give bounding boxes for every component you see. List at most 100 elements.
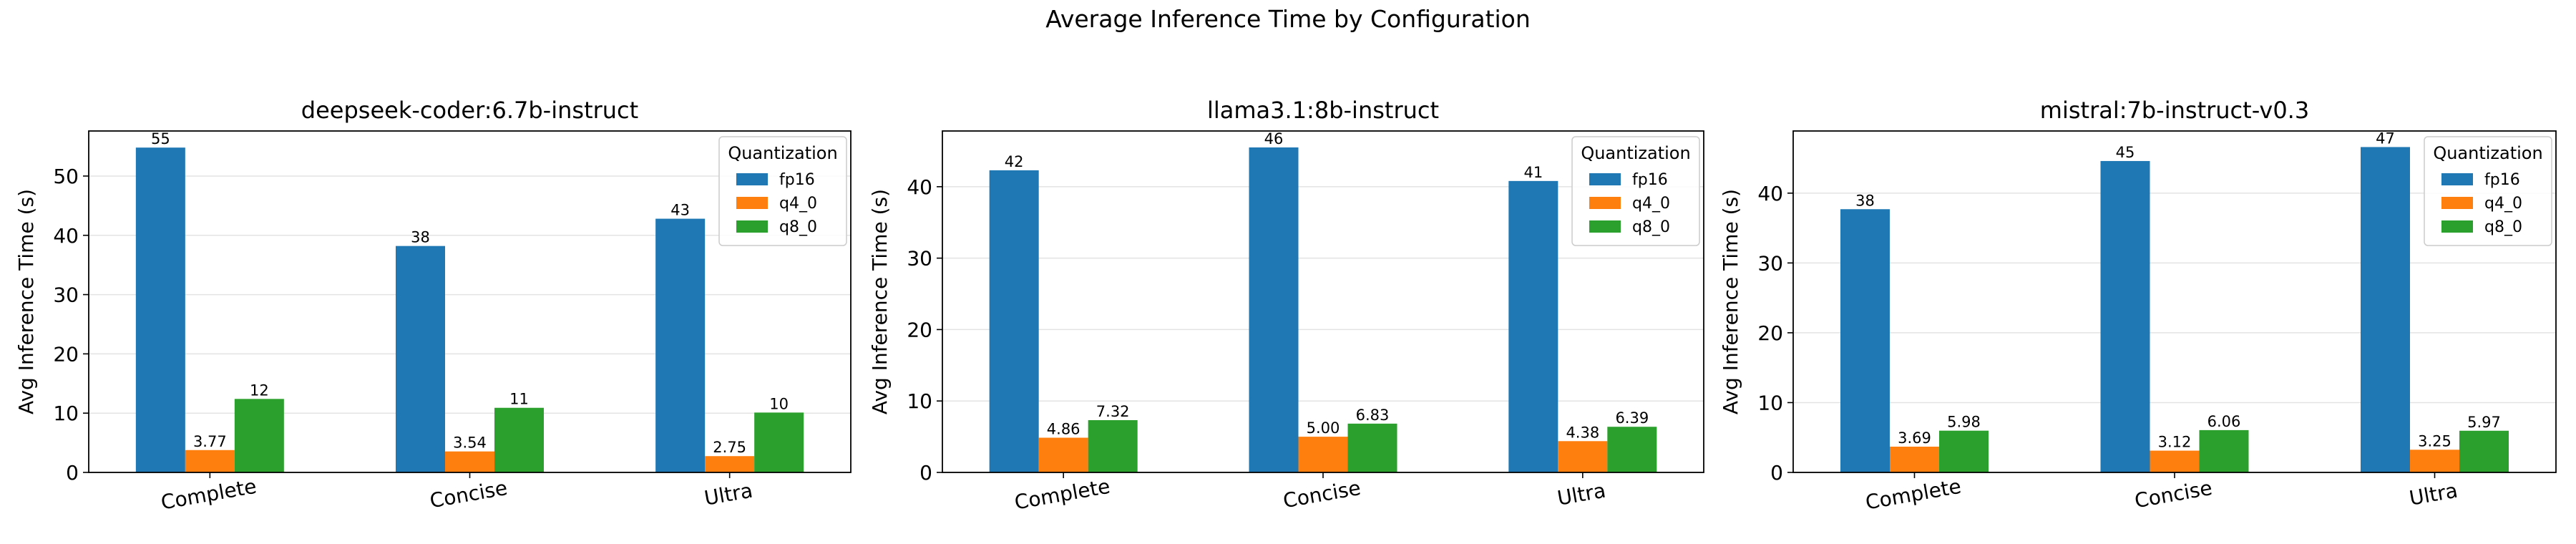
bar-q8_0-concise (2199, 429, 2249, 472)
y-tick-label: 20 (53, 342, 79, 366)
bar-q4_0-concise (2150, 450, 2200, 472)
axes-frame (942, 130, 1704, 473)
bar-fp16-ultra (1508, 180, 1558, 472)
bar-value-label: 6.39 (1615, 409, 1649, 427)
figure-suptitle: Average Inference Time by Configuration (1045, 5, 1531, 33)
legend-box (1571, 136, 1700, 246)
bar-q4_0-ultra (2410, 450, 2460, 472)
bar-fp16-complete (1840, 209, 1890, 472)
bar-value-label: 12 (250, 382, 269, 399)
legend: Quantization fp16 q4_0 q8_0 (2424, 136, 2552, 246)
bar-q4_0-ultra (1558, 441, 1608, 472)
y-axis-label: Avg Inference Time (s) (14, 189, 38, 414)
bar-value-label: 2.75 (713, 439, 746, 456)
chart-panel-2: llama3.1:8b-instruct 0 10 20 30 40 Avg Inferen… (868, 97, 1704, 515)
axes-frame (1792, 130, 2557, 473)
legend-box (718, 136, 847, 246)
bar-q8_0-concise (494, 407, 544, 472)
y-tick-label: 30 (1757, 251, 1783, 275)
legend-swatch-q8_0 (736, 220, 768, 233)
legend-label-q4_0: q4_0 (1632, 195, 1670, 213)
bar-value-label: 5.00 (1307, 419, 1340, 437)
legend-title: Quantization (728, 143, 837, 163)
bar-value-label: 38 (1855, 192, 1875, 209)
bar-value-label: 41 (1523, 164, 1543, 181)
legend-label-fp16: fp16 (779, 171, 815, 189)
chart-title: llama3.1:8b-instruct (1207, 97, 1439, 124)
legend-label-q8_0: q8_0 (2484, 218, 2522, 236)
bar-value-label: 3.12 (2158, 434, 2192, 451)
legend: Quantization fp16 q4_0 q8_0 (718, 136, 847, 246)
y-tick-label: 10 (907, 389, 932, 413)
bar-value-label: 38 (411, 229, 430, 246)
legend-swatch-fp16 (736, 173, 768, 185)
bar-q8_0-ultra (2459, 430, 2509, 472)
bar-value-label: 7.32 (1096, 403, 1130, 420)
bar-q4_0-complete (1889, 447, 1939, 472)
bar-q4_0-concise (1298, 437, 1348, 472)
bar-value-label: 4.38 (1566, 424, 1599, 441)
bar-value-label: 45 (2116, 144, 2135, 161)
y-tick-label: 40 (53, 224, 79, 248)
legend-swatch-fp16 (2441, 173, 2473, 185)
y-tick-label: 0 (919, 461, 932, 485)
bar-value-label: 3.54 (453, 434, 487, 452)
y-axis-label: Avg Inference Time (s) (868, 189, 892, 414)
chart-title: deepseek-coder:6.7b-instruct (301, 97, 638, 124)
y-tick-label: 20 (907, 318, 932, 341)
bar-value-label: 3.69 (1898, 429, 1931, 447)
bar-value-label: 6.06 (2207, 413, 2241, 430)
bar-value-label: 55 (151, 130, 170, 147)
legend-swatch-q8_0 (1589, 220, 1621, 233)
bar-q8_0-ultra (754, 412, 804, 472)
axes-frame (88, 130, 852, 473)
y-tick-label: 10 (1757, 391, 1783, 414)
bar-value-label: 3.77 (193, 433, 227, 450)
bar-value-label: 6.83 (1356, 407, 1390, 424)
bar-value-label: 10 (769, 395, 789, 412)
y-tick-label: 40 (1757, 182, 1783, 205)
legend-swatch-q4_0 (736, 197, 768, 209)
bar-q4_0-concise (445, 451, 494, 472)
bar-value-label: 42 (1005, 153, 1024, 170)
bar-fp16-ultra (655, 218, 706, 472)
y-tick-label: 50 (53, 165, 79, 188)
bar-value-label: 5.97 (2467, 414, 2501, 431)
y-tick-label: 30 (53, 283, 79, 307)
bar-q8_0-complete (1938, 430, 1989, 472)
bar-value-label: 46 (1264, 130, 1284, 147)
legend-label-q4_0: q4_0 (779, 195, 817, 213)
bar-fp16-complete (135, 147, 185, 472)
bar-q8_0-concise (1347, 423, 1397, 472)
legend: Quantization fp16 q4_0 q8_0 (1571, 136, 1700, 246)
bar-value-label: 11 (509, 391, 529, 408)
chart-title: mistral:7b-instruct-v0.3 (2040, 97, 2309, 124)
legend-label-q4_0: q4_0 (2484, 195, 2522, 213)
chart-panel-3: mistral:7b-instruct-v0.3 0 10 20 30 40 Avg Inf… (1719, 97, 2557, 515)
bar-q4_0-complete (185, 450, 235, 472)
legend-title: Quantization (2433, 143, 2542, 163)
y-axis-label: Avg Inference Time (s) (1719, 189, 1742, 414)
bar-q8_0-ultra (1607, 427, 1657, 472)
legend-swatch-q8_0 (2441, 220, 2473, 233)
bar-value-label: 4.86 (1047, 421, 1080, 438)
y-tick-label: 0 (1770, 461, 1783, 485)
bar-fp16-complete (989, 170, 1039, 472)
bar-q4_0-complete (1038, 437, 1088, 472)
y-tick-label: 0 (66, 461, 79, 485)
bar-fp16-concise (1249, 147, 1299, 472)
legend-swatch-q4_0 (2441, 197, 2473, 209)
legend-swatch-q4_0 (1589, 197, 1621, 209)
panels: deepseek-coder:6.7b-instruct 0 10 20 30 40 50 A… (14, 97, 2557, 515)
bar-q4_0-ultra (705, 456, 755, 472)
legend-box (2424, 136, 2552, 246)
bar-value-label: 3.25 (2418, 432, 2451, 450)
chart-panel-1: deepseek-coder:6.7b-instruct 0 10 20 30 40 50 A… (14, 97, 852, 515)
y-tick-label: 20 (1757, 321, 1783, 345)
legend-label-q8_0: q8_0 (779, 218, 817, 236)
legend-label-q8_0: q8_0 (1632, 218, 1670, 236)
bar-value-label: 47 (2376, 130, 2395, 147)
legend-swatch-fp16 (1589, 173, 1621, 185)
bar-fp16-concise (396, 246, 445, 472)
